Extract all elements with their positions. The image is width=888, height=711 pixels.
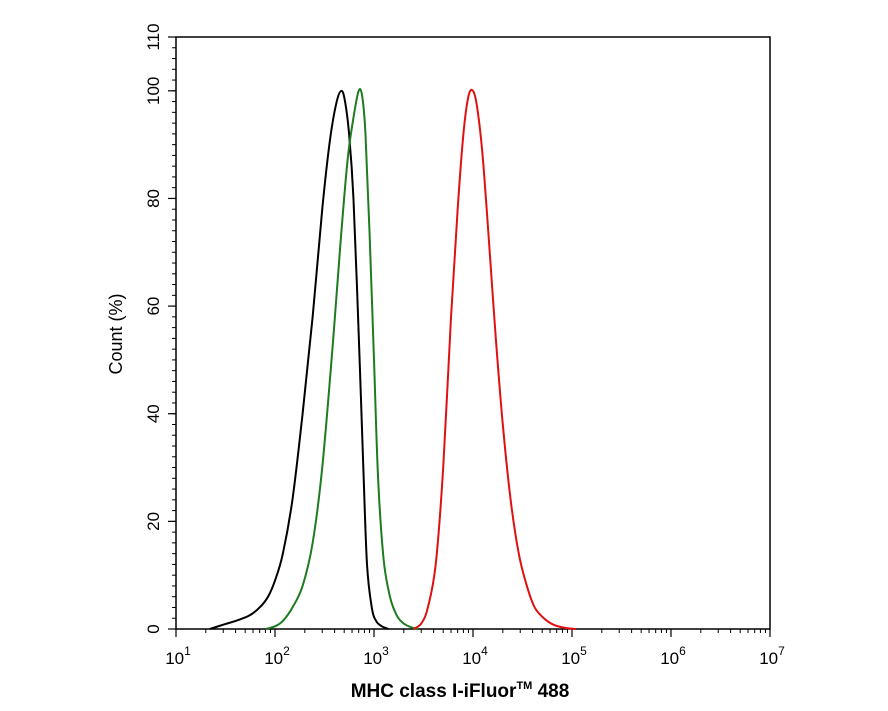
plot-frame bbox=[175, 36, 771, 630]
x-axis-tick-labels: 101 102 103 104 105 106 107 bbox=[165, 644, 785, 668]
series-green-line bbox=[265, 88, 419, 630]
y-axis-minor-ticks bbox=[172, 36, 176, 630]
x-tick-label: 104 bbox=[462, 644, 488, 668]
x-axis-title-tail: 488 bbox=[532, 681, 569, 702]
x-tick-label: 103 bbox=[363, 644, 389, 668]
series-black-line bbox=[209, 89, 389, 630]
x-tick-label: 101 bbox=[165, 644, 191, 668]
x-axis-title-trademark: TM bbox=[516, 680, 532, 692]
y-tick-label: 80 bbox=[144, 189, 163, 208]
series-red-line bbox=[412, 88, 577, 630]
x-tick-label: 102 bbox=[264, 644, 290, 668]
y-axis-major-ticks bbox=[168, 36, 176, 630]
series-layer bbox=[209, 88, 577, 630]
x-tick-label: 106 bbox=[660, 644, 686, 668]
y-tick-label: 0 bbox=[144, 624, 163, 633]
y-tick-label: 100 bbox=[144, 77, 163, 105]
x-axis-title-main: MHC class I-iFluor bbox=[351, 681, 517, 702]
x-tick-label: 107 bbox=[759, 644, 785, 668]
y-tick-label: 20 bbox=[144, 512, 163, 531]
y-axis-tick-labels: 0 20 40 60 80 100 110 bbox=[144, 23, 163, 633]
y-tick-label: 110 bbox=[144, 23, 163, 50]
y-axis-title: Count (%) bbox=[106, 293, 126, 374]
y-tick-label: 60 bbox=[144, 297, 163, 316]
x-axis-title: MHC class I-iFluorTM 488 bbox=[351, 680, 570, 702]
x-tick-label: 105 bbox=[561, 644, 587, 668]
x-axis-ticks bbox=[175, 629, 771, 637]
y-tick-label: 40 bbox=[144, 404, 163, 423]
